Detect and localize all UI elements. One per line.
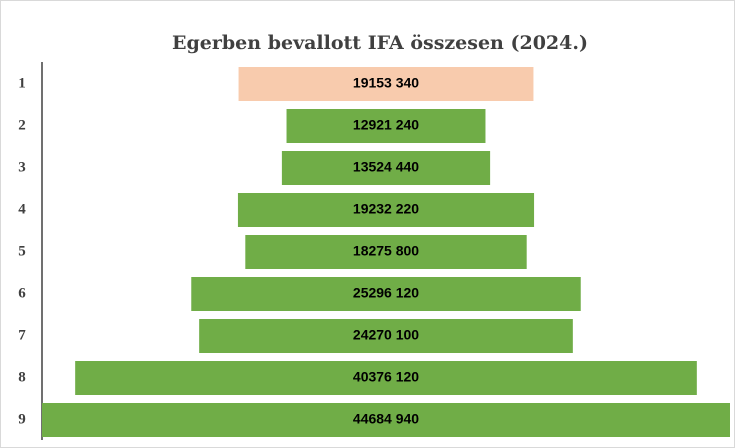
category-label: 9 bbox=[18, 411, 26, 427]
category-label: 4 bbox=[18, 201, 26, 217]
bar bbox=[75, 361, 697, 395]
category-label: 6 bbox=[18, 285, 26, 301]
category-label: 2 bbox=[18, 117, 26, 133]
category-label: 8 bbox=[18, 369, 26, 385]
bar bbox=[281, 151, 491, 185]
value-label: 24270 100 bbox=[353, 327, 419, 343]
value-label: 19153 340 bbox=[353, 75, 419, 91]
value-label: 13524 440 bbox=[353, 159, 419, 175]
value-label: 18275 800 bbox=[353, 243, 419, 259]
value-label: 19232 220 bbox=[353, 201, 419, 217]
bar bbox=[42, 403, 730, 437]
category-label: 7 bbox=[18, 327, 26, 343]
bar bbox=[238, 67, 534, 101]
bar bbox=[199, 319, 573, 353]
bar bbox=[191, 277, 581, 311]
chart-title: Egerben bevallott IFA összesen (2024.) bbox=[172, 32, 588, 54]
value-label: 12921 240 bbox=[353, 117, 419, 133]
bar bbox=[237, 193, 535, 227]
category-label: 5 bbox=[18, 243, 26, 259]
category-label: 1 bbox=[18, 75, 26, 91]
bar bbox=[245, 235, 527, 269]
category-label: 3 bbox=[18, 159, 26, 175]
value-label: 44684 940 bbox=[353, 411, 419, 427]
value-label: 40376 120 bbox=[353, 369, 419, 385]
bar bbox=[286, 109, 486, 143]
value-label: 25296 120 bbox=[353, 285, 419, 301]
